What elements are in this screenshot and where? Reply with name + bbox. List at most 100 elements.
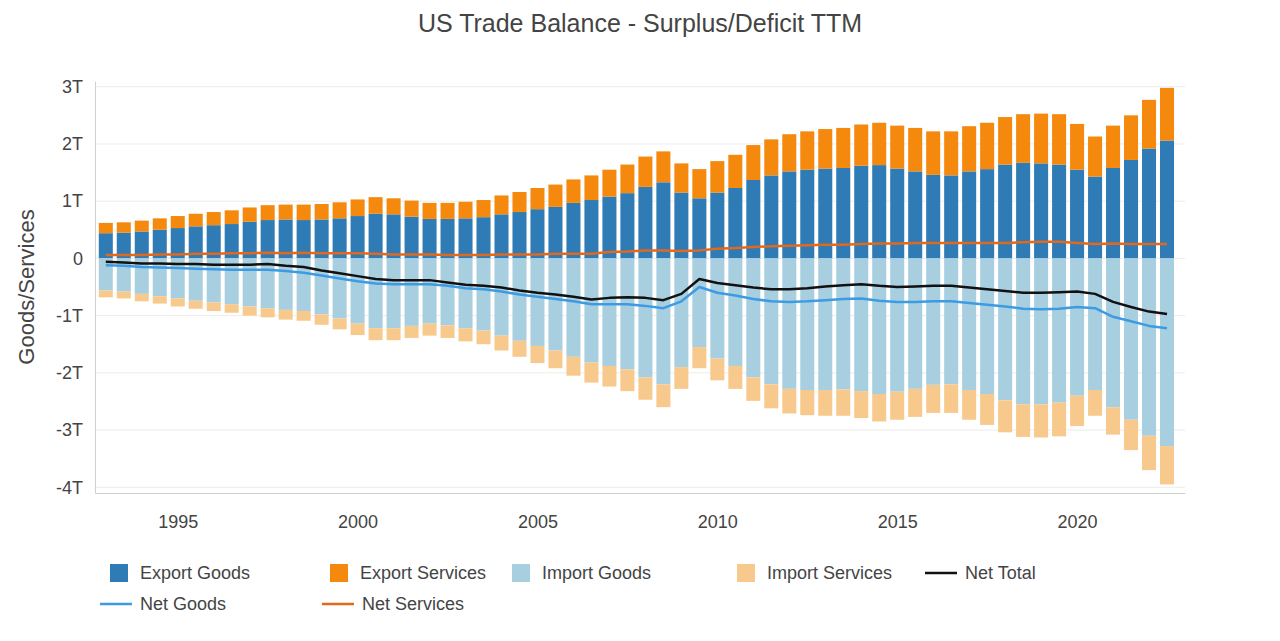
legend-item: Net Services (322, 594, 464, 614)
bar (656, 384, 670, 407)
y-tick: 1T (62, 191, 95, 211)
bar (315, 204, 329, 219)
bar (512, 341, 526, 357)
legend: Export GoodsExport ServicesImport GoodsI… (100, 563, 1036, 614)
x-tick-label: 2000 (338, 512, 378, 532)
bar (908, 389, 922, 417)
bar (405, 217, 419, 259)
bar (944, 131, 958, 175)
bar (477, 330, 491, 344)
bar (1106, 258, 1120, 407)
bar (890, 169, 904, 259)
bar (512, 212, 526, 258)
y-tick-label: -4T (56, 478, 83, 498)
title: US Trade Balance - Surplus/Deficit TTM (418, 9, 862, 37)
bar (261, 258, 275, 308)
legend-swatch (925, 572, 957, 575)
bar (1070, 124, 1084, 170)
bar (189, 214, 203, 227)
bar (998, 117, 1012, 164)
bar (387, 214, 401, 258)
bar (926, 131, 940, 174)
bar (171, 298, 185, 306)
bar (908, 258, 922, 388)
bar (926, 385, 940, 413)
bar (998, 258, 1012, 400)
bar (818, 390, 832, 416)
bar (369, 197, 383, 214)
bar (980, 258, 994, 394)
bar (387, 198, 401, 214)
bar (728, 155, 742, 188)
bar (1034, 163, 1048, 258)
y-tick-label: 3T (62, 77, 83, 97)
bar (459, 218, 473, 258)
x-axis: 199520002005201020152020 (96, 493, 1186, 532)
y-tick: -4T (56, 478, 95, 498)
legend-item: Export Services (330, 563, 486, 583)
bar (728, 258, 742, 366)
bar (261, 308, 275, 317)
legend-label: Net Goods (140, 594, 226, 614)
bar (405, 201, 419, 217)
legend-swatch (322, 603, 354, 606)
bar (800, 258, 814, 390)
bar (548, 351, 562, 369)
bar (782, 134, 796, 171)
bar (494, 195, 508, 214)
bar (908, 171, 922, 258)
bar (710, 359, 724, 381)
legend-label: Import Goods (542, 563, 651, 583)
y-tick: 3T (62, 77, 95, 97)
bar (674, 193, 688, 259)
bar (566, 179, 580, 202)
bar (944, 384, 958, 413)
bar (477, 200, 491, 217)
bar (746, 258, 760, 377)
x-tick-label: 2010 (698, 512, 738, 532)
bar (1016, 404, 1030, 437)
x-axis-line (96, 493, 1186, 494)
bar (1016, 258, 1030, 404)
bar (584, 175, 598, 200)
plot-area (99, 88, 1174, 485)
bar (998, 400, 1012, 432)
legend-item: Net Goods (100, 594, 226, 614)
bar (459, 258, 473, 328)
bar (620, 165, 634, 194)
bar (207, 302, 221, 311)
bar (890, 392, 904, 420)
bar (423, 258, 437, 323)
bar (1142, 258, 1156, 435)
bar (387, 258, 401, 328)
bar (1070, 396, 1084, 426)
x-tick: 1995 (158, 493, 198, 532)
bar (656, 151, 670, 182)
bar (566, 258, 580, 356)
x-tick-label: 2020 (1058, 512, 1098, 532)
bar-series (99, 290, 1174, 484)
bar (764, 384, 778, 408)
bar (512, 192, 526, 212)
bar (494, 258, 508, 335)
bar (189, 301, 203, 309)
bar (297, 311, 311, 321)
bar (692, 258, 706, 347)
bar (854, 391, 868, 418)
bar (854, 258, 868, 391)
bar (692, 169, 706, 198)
legend-swatch (512, 564, 530, 582)
bar (1016, 163, 1030, 259)
bar (1106, 126, 1120, 168)
bar (1124, 258, 1138, 419)
bar (980, 394, 994, 425)
bar (764, 258, 778, 384)
bar (441, 203, 455, 219)
y-tick: -3T (56, 420, 95, 440)
bar (800, 390, 814, 415)
bar-series (99, 88, 1174, 233)
legend-label: Net Services (362, 594, 464, 614)
bar (117, 292, 131, 299)
bar (638, 157, 652, 187)
bar (1160, 88, 1174, 141)
